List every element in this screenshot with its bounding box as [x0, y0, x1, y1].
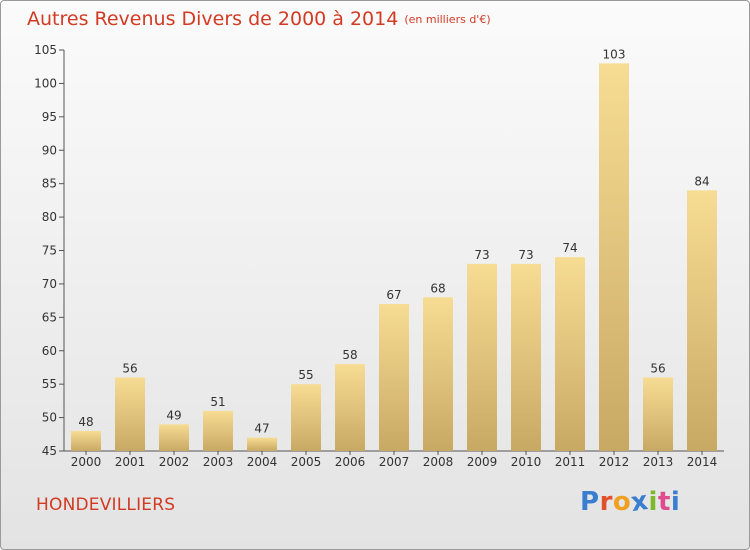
bars	[71, 63, 717, 451]
y-tick-label: 95	[42, 110, 57, 124]
data-label-2001: 56	[122, 361, 137, 375]
y-tick-label: 80	[42, 210, 57, 224]
x-tick-label: 2006	[335, 455, 366, 469]
bar-2003	[203, 410, 233, 451]
data-label-2002: 49	[166, 408, 181, 422]
bar-2006	[335, 364, 365, 451]
logo-letter: x	[629, 485, 651, 519]
y-tick-label: 90	[42, 143, 57, 157]
x-tick-label: 2012	[599, 455, 630, 469]
data-label-2006: 58	[342, 348, 357, 362]
x-tick-label: 2000	[71, 455, 102, 469]
x-tick-label: 2010	[511, 455, 542, 469]
bar-2007	[379, 303, 409, 451]
bar-2012	[599, 63, 629, 451]
x-tick-label: 2011	[555, 455, 586, 469]
data-label-2010: 73	[518, 248, 533, 262]
bar-2004	[247, 437, 277, 451]
data-label-2005: 55	[298, 368, 313, 382]
bar-2008	[423, 297, 453, 451]
y-tick-label: 50	[42, 411, 57, 425]
data-label-2000: 48	[78, 415, 93, 429]
y-tick-label: 45	[42, 444, 57, 458]
x-tick-label: 2009	[467, 455, 498, 469]
bar-2001	[115, 377, 145, 451]
y-tick-label: 105	[34, 43, 57, 57]
bar-2002	[159, 424, 189, 451]
data-label-2013: 56	[650, 361, 665, 375]
chart-title-text: Autres Revenus Divers de 2000 à 2014	[27, 8, 399, 30]
x-tick-label: 2004	[247, 455, 278, 469]
bar-2000	[71, 430, 101, 451]
x-tick-label: 2005	[291, 455, 322, 469]
bar-2010	[511, 263, 541, 451]
y-tick-label: 55	[42, 377, 57, 391]
data-labels: 48 56 49 51 47 55 58 67 68 73 73 74 103 56 84	[78, 47, 709, 435]
data-label-2003: 51	[210, 395, 225, 409]
bar-2014	[687, 190, 717, 451]
x-tick-label: 2003	[203, 455, 234, 469]
y-tick-label: 60	[42, 344, 57, 358]
x-tick-label: 2002	[159, 455, 190, 469]
bar-2013	[643, 377, 673, 451]
x-tick-label: 2013	[643, 455, 674, 469]
data-label-2008: 68	[430, 281, 445, 295]
logo-letter: t	[657, 487, 671, 517]
data-label-2012: 103	[603, 47, 626, 61]
logo-letter: P	[580, 487, 600, 517]
x-tick-label: 2014	[687, 455, 718, 469]
bar-2009	[467, 263, 497, 451]
city-name: HONDEVILLIERS	[36, 495, 176, 515]
data-label-2011: 74	[562, 241, 577, 255]
bar-2005	[291, 384, 321, 451]
x-tick-label: 2001	[115, 455, 146, 469]
x-axis: 2000 2001 2002 2003 2004 2005 2006 2007 2008 2009…	[64, 450, 724, 469]
y-tick-label: 65	[42, 310, 57, 324]
y-tick-label: 100	[34, 76, 57, 90]
chart-title: Autres Revenus Divers de 2000 à 2014 (en …	[27, 8, 491, 30]
logo-letter: i	[648, 487, 658, 517]
data-label-2014: 84	[694, 174, 709, 188]
chart-unit: (en milliers d'€)	[404, 13, 491, 26]
data-label-2009: 73	[474, 248, 489, 262]
proxiti-logo[interactable]: Proxiti	[580, 485, 681, 519]
y-tick-label: 70	[42, 277, 57, 291]
x-tick-label: 2008	[423, 455, 454, 469]
y-axis: 45 50 55 60 65 70 75 80 85 90 95 100 105	[34, 43, 65, 458]
x-tick-label: 2007	[379, 455, 410, 469]
logo-letter: r	[599, 487, 613, 517]
y-tick-label: 75	[42, 244, 57, 258]
logo-letter: i	[670, 487, 681, 517]
logo-letter: o	[612, 487, 632, 517]
bar-2011	[555, 257, 585, 451]
data-label-2004: 47	[254, 422, 269, 436]
y-tick-label: 85	[42, 177, 57, 191]
data-label-2007: 67	[386, 288, 401, 302]
